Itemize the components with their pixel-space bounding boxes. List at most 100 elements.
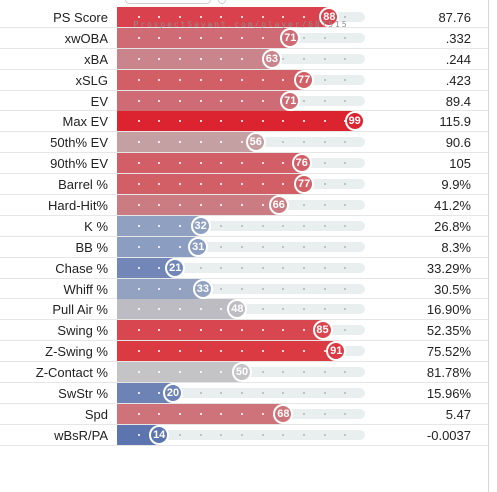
tick-dot (199, 350, 202, 353)
percentile-bubble[interactable]: 56 (245, 132, 266, 153)
percentile-bubble[interactable]: 85 (312, 320, 333, 341)
track-tick-dots (117, 266, 365, 269)
percentile-bubble[interactable]: 88 (319, 7, 340, 27)
tick-dot (323, 266, 326, 269)
percentile-bubble[interactable]: 71 (280, 90, 301, 111)
track-tick-dots (117, 120, 365, 123)
tick-dot (179, 245, 181, 248)
percentile-bubble[interactable]: 33 (192, 278, 213, 299)
tick-dot (137, 329, 140, 332)
tick-dot (179, 204, 181, 207)
tick-dot (241, 36, 243, 39)
stat-label: PS Score (53, 10, 108, 25)
tick-dot (261, 183, 264, 186)
percentile-bubble[interactable]: 99 (344, 111, 365, 132)
stat-value: 8.3% (441, 239, 471, 255)
tick-dot (303, 141, 305, 144)
tick-dot (220, 329, 223, 332)
percentile-bubble[interactable]: 14 (149, 424, 170, 445)
tick-dot (199, 392, 202, 395)
percentile-bar-fill (117, 48, 272, 69)
tick-dot (303, 224, 305, 227)
tick-dot (303, 412, 305, 415)
percentile-bubble[interactable]: 77 (294, 174, 315, 195)
stat-value: 16.90% (426, 302, 471, 318)
tick-dot (282, 141, 285, 144)
percentile-bubble[interactable]: 48 (227, 299, 248, 320)
percentile-bubble[interactable]: 63 (261, 48, 282, 69)
stat-value: 9.9% (441, 177, 471, 193)
tick-dot (241, 245, 243, 248)
tick-dot (179, 329, 181, 332)
stat-label: Z-Contact % (35, 365, 108, 381)
percentile-bubble[interactable]: 50 (232, 362, 252, 383)
tick-dot (220, 16, 223, 18)
tick-dot (220, 78, 223, 81)
tick-dot (241, 433, 243, 436)
percentile-bubble[interactable]: 76 (291, 153, 312, 174)
tick-dot (158, 392, 161, 395)
percentile-table: PS Score 88 87.76 xwOBA 71 .332 xBA 63 .244 xSLG 7… (0, 7, 488, 446)
stat-row: Barrel % 77 9.9% (0, 174, 488, 196)
tick-dot (344, 371, 347, 374)
tick-dot (282, 183, 285, 186)
tick-dot (137, 36, 140, 39)
tick-dot (344, 329, 347, 332)
track-tick-dots (117, 392, 365, 395)
tick-dot (199, 412, 202, 415)
tick-dot (261, 204, 264, 207)
stat-label: Spd (84, 406, 108, 422)
tick-dot (344, 141, 347, 144)
tick-dot (220, 204, 223, 207)
tick-dot (199, 78, 202, 81)
tick-dot (261, 308, 264, 311)
tick-dot (199, 36, 202, 39)
percentile-bubble[interactable]: 66 (268, 195, 289, 216)
tick-dot (303, 329, 305, 332)
stat-label: K % (84, 218, 108, 234)
tick-dot (344, 162, 347, 165)
tick-dot (158, 204, 161, 207)
tick-dot (179, 371, 181, 374)
percentile-bubble[interactable]: 91 (326, 341, 347, 362)
track-tick-dots (117, 287, 365, 290)
stat-row: PS Score 88 87.76 (0, 7, 488, 28)
tick-dot (344, 308, 347, 311)
tick-dot (261, 412, 264, 415)
top-tab[interactable] (125, 0, 211, 4)
percentile-bubble[interactable]: 21 (165, 257, 186, 278)
tick-dot (282, 224, 285, 227)
tick-dot (137, 433, 140, 436)
tick-dot (158, 57, 161, 60)
tick-dot (344, 99, 347, 102)
percentile-bubble[interactable]: 31 (188, 236, 209, 257)
tick-dot (199, 162, 202, 165)
percentile-bubble[interactable]: 71 (280, 27, 301, 48)
stat-value: 105 (449, 156, 471, 172)
tick-dot (323, 308, 326, 311)
stat-row: Swing % 85 52.35% (0, 320, 488, 342)
tick-dot (241, 412, 243, 415)
tick-dot (220, 99, 223, 102)
tick-dot (261, 329, 264, 332)
tick-dot (158, 245, 161, 248)
percentile-bar-fill (117, 27, 290, 48)
tick-dot (158, 224, 161, 227)
tick-dot (303, 36, 305, 39)
percentile-bubble[interactable]: 20 (163, 383, 183, 404)
tick-dot (158, 141, 161, 144)
tick-dot (158, 329, 161, 332)
stat-label: BB % (75, 239, 108, 255)
tick-dot (261, 433, 264, 436)
track-tick-dots (117, 141, 365, 144)
tick-dot (261, 99, 264, 102)
tick-dot (137, 162, 140, 165)
tick-dot (199, 16, 202, 18)
track-tick-dots (117, 204, 365, 207)
percentile-bubble[interactable]: 77 (294, 69, 315, 90)
tick-dot (199, 141, 202, 144)
percentile-bubble[interactable]: 32 (190, 215, 211, 236)
tick-dot (179, 78, 181, 81)
track-tick-dots (117, 36, 365, 39)
percentile-bubble[interactable]: 68 (273, 403, 294, 424)
